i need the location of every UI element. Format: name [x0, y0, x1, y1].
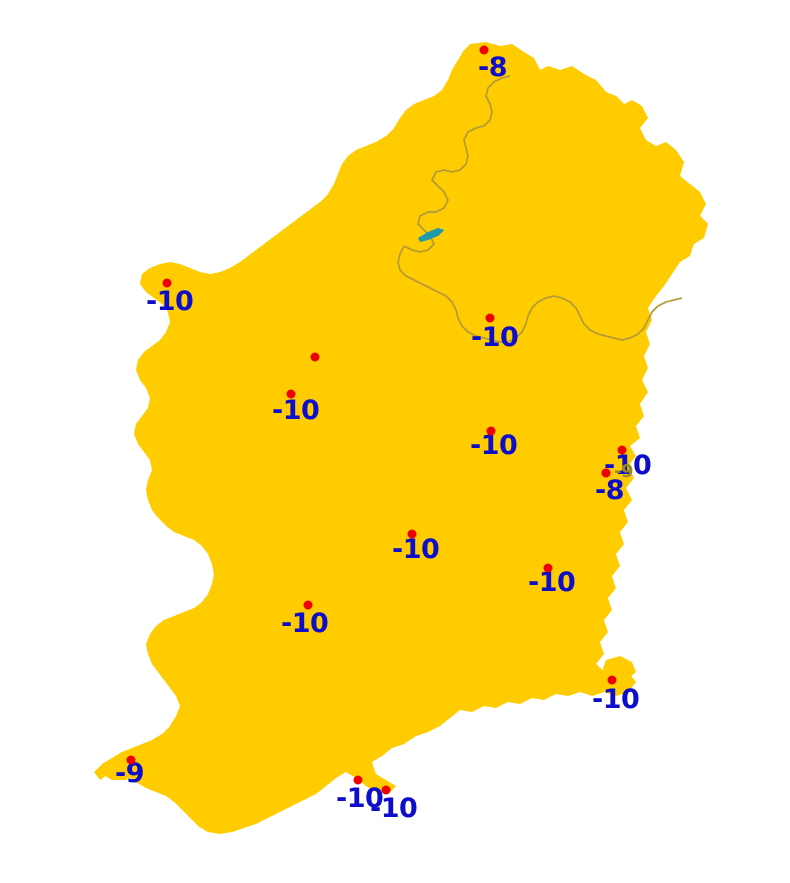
station-temperature-label: -10: [604, 450, 652, 481]
station-temperature-label: -10: [336, 783, 384, 814]
northern-ireland-border: [397, 75, 683, 343]
station-dot-icon[interactable]: [303, 600, 313, 610]
station-dot-icon[interactable]: [353, 775, 363, 785]
station-dot-icon[interactable]: [126, 755, 136, 765]
station-temperature-label: -10: [146, 286, 194, 317]
station-temperature-label: -10: [471, 322, 519, 353]
station-dot-icon[interactable]: [286, 389, 296, 399]
station-dot-icon[interactable]: [607, 675, 617, 685]
station-dot-icon[interactable]: [486, 426, 496, 436]
station-temperature-label: -9: [614, 461, 634, 482]
station-dot-icon[interactable]: [601, 468, 611, 478]
station-dot-icon[interactable]: [479, 45, 489, 55]
station-temperature-label: -10: [281, 608, 329, 639]
lough-erne-lake: [418, 228, 444, 242]
station-temperature-label: -9: [115, 758, 145, 789]
ireland-landmass: [94, 42, 708, 834]
station-dot-icon[interactable]: [162, 278, 172, 288]
station-dot-icon[interactable]: [543, 563, 553, 573]
station-dot-icon[interactable]: [617, 445, 627, 455]
station-dot-icon[interactable]: [485, 313, 495, 323]
station-temperature-label: -10: [370, 793, 418, 824]
station-temperature-label: -10: [392, 534, 440, 565]
station-dot-icon[interactable]: [407, 529, 417, 539]
station-temperature-label: -10: [272, 395, 320, 426]
station-temperature-label: -8: [478, 52, 508, 83]
station-temperature-label: -10: [470, 430, 518, 461]
station-dot-icon[interactable]: [381, 785, 391, 795]
station-temperature-label: -10: [528, 567, 576, 598]
station-temperature-label: -10: [592, 684, 640, 715]
station-dot-icon[interactable]: [310, 352, 320, 362]
station-temperature-label: -8: [595, 475, 625, 506]
